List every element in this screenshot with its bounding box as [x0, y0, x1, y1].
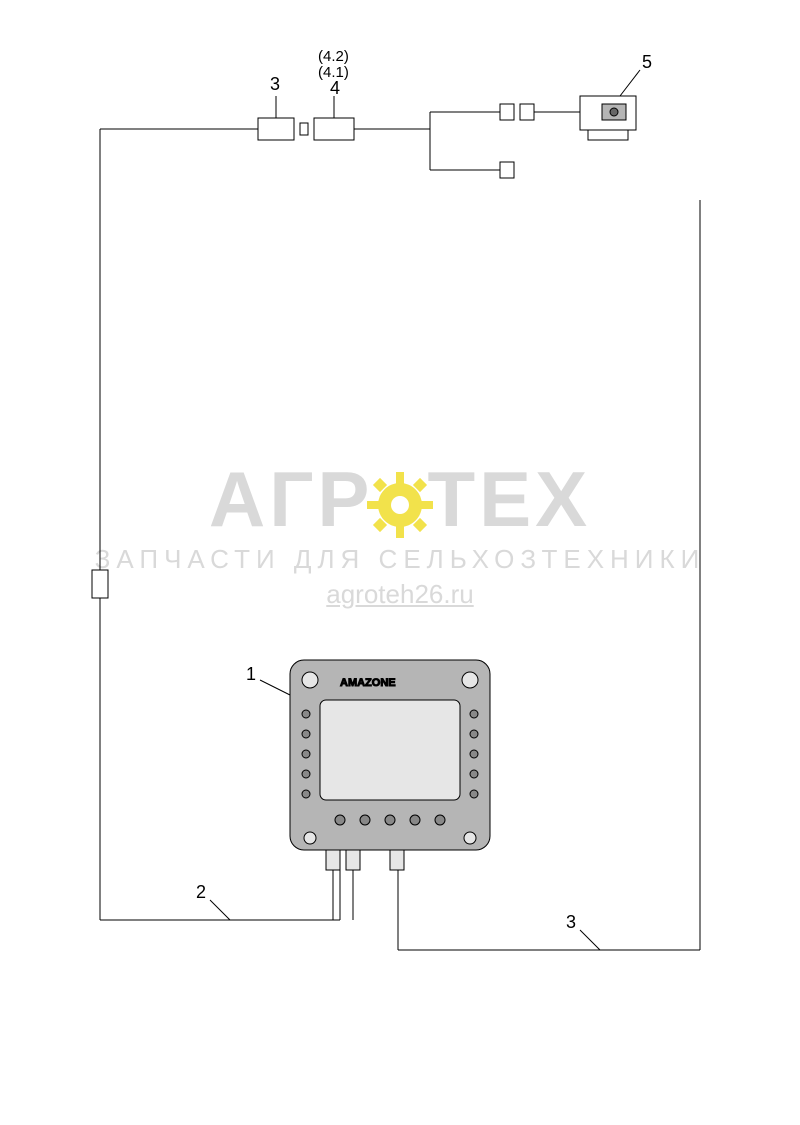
terminator-icon — [92, 570, 108, 598]
callout-3-bottom: 3 — [566, 912, 576, 933]
callout-3-top: 3 — [270, 74, 280, 95]
wiring-diagram: AMAZONE — [0, 0, 800, 1125]
connector-4 — [314, 118, 354, 140]
device-screen — [320, 700, 460, 800]
connector-3-top — [258, 118, 294, 140]
plug-icon — [500, 162, 514, 178]
plug-icon — [300, 123, 308, 135]
module-5 — [580, 96, 636, 140]
callout-5: 5 — [642, 52, 652, 73]
device-brand-label: AMAZONE — [340, 677, 396, 689]
terminal-device: AMAZONE — [290, 660, 490, 870]
callout-4: 4 — [330, 78, 340, 99]
plug-icon — [520, 104, 534, 120]
callout-2: 2 — [196, 882, 206, 903]
plug-icon — [500, 104, 514, 120]
callout-1: 1 — [246, 664, 256, 685]
callout-4-2: (4.2) — [318, 48, 349, 65]
